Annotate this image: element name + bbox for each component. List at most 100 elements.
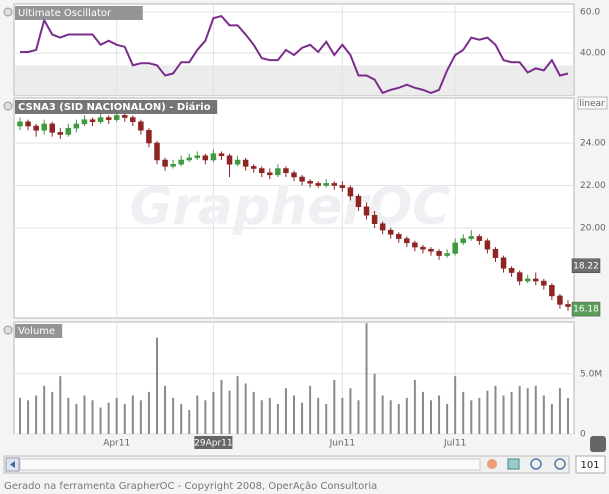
- footer: Gerado na ferramenta GrapherOC - Copyrig…: [4, 481, 377, 492]
- volume-bar: [228, 390, 231, 434]
- price-marker: [571, 301, 601, 317]
- volume-bar: [276, 403, 279, 434]
- volume-bar: [454, 376, 457, 434]
- candle-body: [73, 123, 80, 129]
- panel: [13, 97, 575, 319]
- volume-bar: [349, 388, 352, 434]
- panel-title-box: [15, 324, 63, 338]
- candle-body: [508, 268, 515, 273]
- volume-bar: [413, 379, 416, 434]
- panel-title-box: [15, 100, 218, 114]
- scroll-value: 101: [580, 460, 599, 471]
- candle-body: [210, 153, 217, 161]
- volume-bar: [67, 397, 70, 434]
- panel-title-box: [15, 6, 143, 20]
- watermark: GrapherOC: [130, 177, 451, 237]
- settings-icon[interactable]: [590, 436, 606, 452]
- candle-body: [154, 142, 160, 161]
- y-tick-label: 5.0M: [580, 369, 602, 379]
- volume-bar: [75, 403, 78, 434]
- volume-bar: [107, 402, 110, 434]
- candle-body: [186, 157, 192, 161]
- volume-bar: [542, 395, 545, 434]
- zoom-out[interactable]: [530, 458, 542, 470]
- candle-body: [130, 117, 136, 123]
- volume-bar: [236, 376, 239, 434]
- zoom-in[interactable]: [554, 458, 566, 470]
- volume-bar: [43, 385, 46, 434]
- volume-bar: [373, 373, 376, 434]
- volume-bar: [534, 385, 537, 434]
- candle-body: [89, 119, 96, 123]
- y-tick-label: 24.00: [580, 139, 606, 149]
- candle-body: [17, 121, 23, 127]
- candle-body: [250, 166, 257, 169]
- candle-body: [113, 115, 120, 120]
- volume-bar: [357, 400, 360, 434]
- candle-body: [404, 238, 410, 244]
- candle-body: [178, 159, 184, 165]
- volume-bar: [301, 402, 304, 434]
- volume-bar: [558, 388, 561, 434]
- candle-body: [267, 172, 273, 176]
- y-tick-label: 0: [580, 430, 586, 440]
- volume-bar: [91, 400, 94, 434]
- volume-bar: [397, 403, 400, 434]
- y-tick-label: 22.00: [580, 181, 606, 191]
- volume-bar: [550, 403, 553, 434]
- volume-bar: [421, 391, 424, 434]
- volume-bar: [381, 395, 384, 434]
- volume-bar: [486, 390, 489, 434]
- candle-body: [452, 242, 458, 254]
- scroll-thumb[interactable]: [19, 458, 481, 471]
- volume-bar: [430, 400, 432, 434]
- volume-bar: [325, 403, 328, 434]
- candle-body: [146, 130, 152, 144]
- candle-body: [122, 115, 128, 118]
- candle-body: [315, 183, 321, 186]
- candle-body: [323, 183, 329, 186]
- volume-bar: [405, 397, 408, 434]
- y-tick-label: 20.00: [580, 223, 606, 233]
- price-marker-label: 18.22: [573, 261, 599, 271]
- panel-toggle[interactable]: [3, 101, 13, 111]
- candle-body: [202, 155, 209, 161]
- scroll-value-box[interactable]: [575, 455, 606, 474]
- price-marker-label: 16.18: [573, 305, 599, 315]
- panel-toggle[interactable]: [3, 325, 13, 335]
- volume-bar: [19, 397, 21, 434]
- candle-body: [557, 295, 563, 305]
- volume-bar: [147, 391, 150, 434]
- band: [15, 65, 573, 95]
- candle-body: [428, 248, 434, 252]
- volume-bar: [123, 403, 126, 434]
- volume-bar: [131, 395, 134, 434]
- volume-bar: [212, 391, 215, 434]
- panel-toggle[interactable]: [3, 7, 13, 17]
- candle-body: [355, 195, 362, 207]
- x-tick-label: Apr11: [103, 439, 130, 449]
- candle-body: [242, 159, 249, 167]
- volume-bar: [99, 407, 102, 434]
- volume-bar: [164, 385, 167, 434]
- candle-body: [138, 121, 144, 131]
- candle-body: [25, 121, 31, 127]
- candle-body: [371, 214, 378, 224]
- volume-bar: [518, 385, 521, 434]
- candle-body: [396, 234, 402, 239]
- candle-body: [460, 238, 466, 244]
- candle-body: [234, 159, 241, 165]
- volume-bar: [446, 403, 449, 434]
- panel-title: Volume: [18, 326, 55, 337]
- volume-bar: [309, 385, 312, 434]
- candle-body: [363, 206, 370, 216]
- tool-icon[interactable]: [487, 459, 497, 469]
- volume-bar: [172, 397, 175, 434]
- candle-body: [468, 236, 475, 239]
- volume-bar: [478, 397, 481, 434]
- candle-body: [57, 132, 64, 135]
- tool-icon[interactable]: [507, 458, 520, 470]
- candle-body: [307, 180, 313, 184]
- volume-bar: [341, 397, 344, 434]
- arrow-icon: [10, 461, 15, 468]
